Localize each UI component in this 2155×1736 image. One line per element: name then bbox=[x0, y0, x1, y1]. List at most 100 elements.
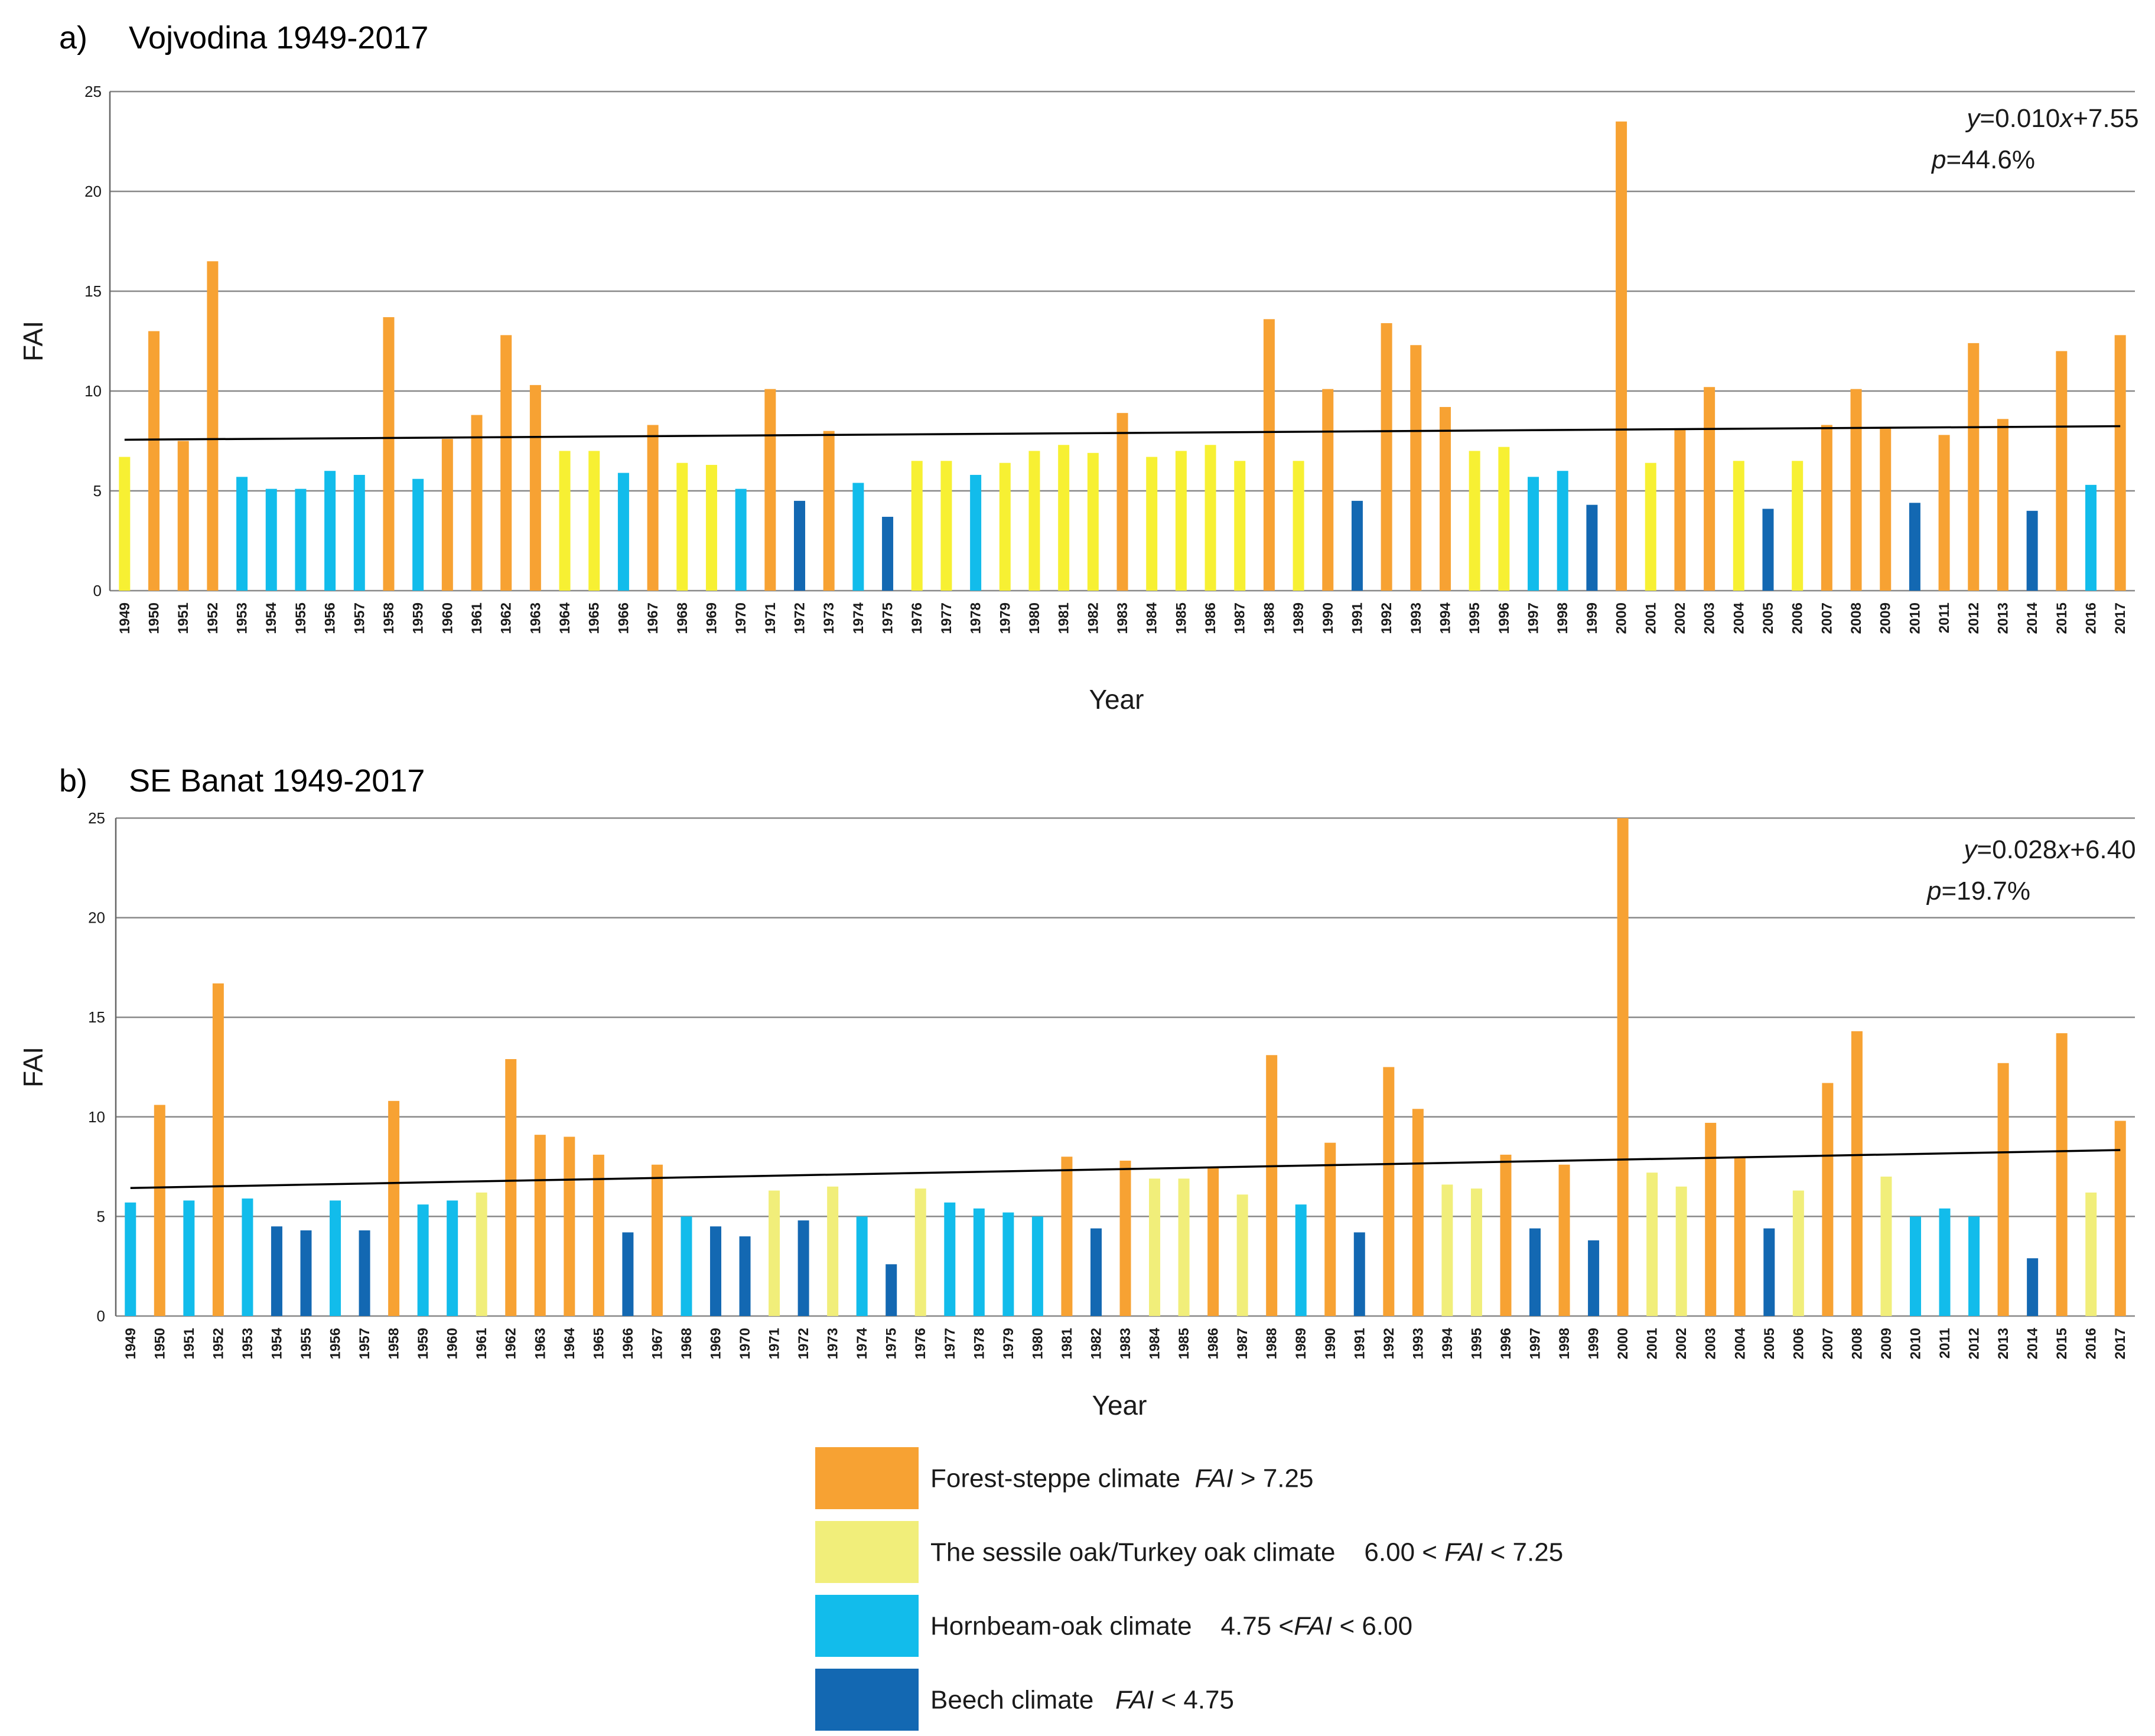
x-tick-label: 1993 bbox=[1410, 1328, 1426, 1359]
x-tick-label: 1963 bbox=[532, 1328, 548, 1359]
bar-1972 bbox=[794, 500, 806, 591]
x-tick-label: 1972 bbox=[792, 602, 808, 634]
x-tick-label: 2006 bbox=[1791, 1328, 1806, 1359]
bar-1964 bbox=[559, 451, 571, 591]
x-tick-label: 1991 bbox=[1349, 602, 1365, 634]
x-tick-label: 1967 bbox=[649, 1328, 665, 1359]
bar-1976 bbox=[914, 1188, 926, 1316]
x-tick-label: 1992 bbox=[1381, 1328, 1397, 1359]
y-axis-title: FAI bbox=[18, 1047, 48, 1087]
x-tick-label: 1976 bbox=[913, 1328, 929, 1359]
bar-1999 bbox=[1586, 504, 1598, 591]
bar-1949 bbox=[125, 1202, 136, 1316]
bar-1970 bbox=[739, 1236, 751, 1316]
bar-1960 bbox=[447, 1200, 458, 1316]
y-tick-label: 10 bbox=[84, 382, 102, 400]
y-tick-label: 25 bbox=[88, 809, 105, 827]
x-tick-label: 1989 bbox=[1291, 602, 1307, 634]
bar-1968 bbox=[676, 463, 688, 591]
bar-1992 bbox=[1381, 323, 1392, 591]
bar-1992 bbox=[1383, 1067, 1395, 1316]
bar-1976 bbox=[911, 461, 923, 591]
p-value: p=44.6% bbox=[1931, 145, 2035, 174]
legend-swatch-beech bbox=[815, 1669, 919, 1731]
x-tick-label: 1985 bbox=[1173, 602, 1189, 634]
bar-2006 bbox=[1792, 1190, 1804, 1316]
x-tick-label: 1975 bbox=[884, 1328, 900, 1359]
x-tick-label: 2011 bbox=[1937, 1328, 1953, 1359]
x-tick-label: 1961 bbox=[469, 602, 485, 634]
bar-2005 bbox=[1762, 509, 1774, 591]
bar-1972 bbox=[797, 1220, 809, 1316]
x-tick-label: 2015 bbox=[2054, 602, 2070, 634]
x-tick-label: 1988 bbox=[1261, 602, 1277, 634]
bar-1969 bbox=[705, 465, 717, 591]
x-tick-label: 2009 bbox=[1879, 1328, 1894, 1359]
bar-1973 bbox=[823, 431, 835, 591]
x-tick-label: 2005 bbox=[1762, 1328, 1778, 1359]
legend-label-hornbeam_oak: Hornbeam-oak climate 4.75 <FAI < 6.00 bbox=[930, 1612, 1412, 1641]
bar-1977 bbox=[940, 461, 952, 591]
bar-1981 bbox=[1058, 445, 1070, 591]
x-tick-label: 1989 bbox=[1293, 1328, 1309, 1359]
x-tick-label: 1954 bbox=[263, 602, 279, 634]
x-tick-label: 1972 bbox=[796, 1328, 812, 1359]
bar-1957 bbox=[353, 474, 365, 591]
x-tick-label: 1970 bbox=[737, 1328, 753, 1359]
bar-1985 bbox=[1175, 451, 1187, 591]
trend-line bbox=[124, 425, 2121, 441]
x-tick-label: 2009 bbox=[1878, 602, 1894, 634]
bar-1958 bbox=[388, 1100, 400, 1316]
x-tick-label: 2013 bbox=[1996, 1328, 2011, 1359]
x-tick-label: 1978 bbox=[971, 1328, 987, 1359]
bar-2004 bbox=[1734, 1157, 1746, 1316]
bar-2012 bbox=[1968, 343, 1980, 591]
x-axis-title: Year bbox=[1092, 1390, 1147, 1421]
x-tick-label: 1983 bbox=[1115, 602, 1131, 634]
bar-1996 bbox=[1500, 1154, 1512, 1316]
x-tick-label: 2010 bbox=[1907, 602, 1923, 634]
legend-swatch-sessile_oak_b bbox=[815, 1521, 919, 1583]
x-tick-label: 1955 bbox=[293, 602, 309, 634]
bar-1987 bbox=[1234, 461, 1246, 591]
x-tick-label: 2008 bbox=[1848, 602, 1864, 634]
bar-1961 bbox=[476, 1192, 487, 1316]
bar-2012 bbox=[1968, 1216, 1980, 1316]
bar-1960 bbox=[441, 439, 453, 591]
bar-1999 bbox=[1588, 1240, 1600, 1316]
x-tick-label: 1990 bbox=[1323, 1328, 1339, 1359]
bar-2014 bbox=[2027, 1258, 2039, 1316]
x-tick-label: 1956 bbox=[323, 602, 338, 634]
x-tick-label: 2014 bbox=[2025, 1327, 2041, 1359]
x-tick-label: 1961 bbox=[474, 1328, 490, 1359]
x-tick-label: 1987 bbox=[1235, 1328, 1251, 1359]
bar-2017 bbox=[2114, 1121, 2126, 1316]
x-tick-label: 2007 bbox=[1820, 1328, 1836, 1359]
x-tick-label: 1994 bbox=[1437, 602, 1453, 634]
bar-2011 bbox=[1938, 435, 1950, 591]
x-tick-label: 1976 bbox=[909, 602, 925, 634]
x-tick-label: 1973 bbox=[825, 1328, 841, 1359]
panel-label: b) bbox=[59, 763, 87, 799]
bar-2014 bbox=[2026, 510, 2038, 591]
bar-2003 bbox=[1705, 1122, 1717, 1316]
bar-1958 bbox=[383, 317, 395, 591]
bar-1952 bbox=[207, 261, 219, 591]
bar-1959 bbox=[412, 478, 424, 591]
x-tick-label: 1967 bbox=[645, 602, 661, 634]
bar-1985 bbox=[1178, 1178, 1190, 1316]
x-tick-label: 1981 bbox=[1056, 602, 1072, 634]
x-tick-label: 2011 bbox=[1936, 602, 1952, 633]
x-tick-label: 1962 bbox=[499, 602, 515, 634]
bar-1980 bbox=[1028, 451, 1040, 591]
x-tick-label: 1949 bbox=[123, 1328, 139, 1359]
bar-1959 bbox=[417, 1204, 429, 1316]
bar-1962 bbox=[505, 1059, 517, 1316]
legend-label-beech: Beech climate FAI < 4.75 bbox=[930, 1686, 1234, 1715]
bar-2007 bbox=[1821, 425, 1832, 591]
x-tick-label: 1983 bbox=[1118, 1328, 1134, 1359]
bar-1963 bbox=[529, 385, 541, 591]
bar-1971 bbox=[764, 389, 776, 591]
x-tick-label: 1959 bbox=[411, 602, 427, 634]
